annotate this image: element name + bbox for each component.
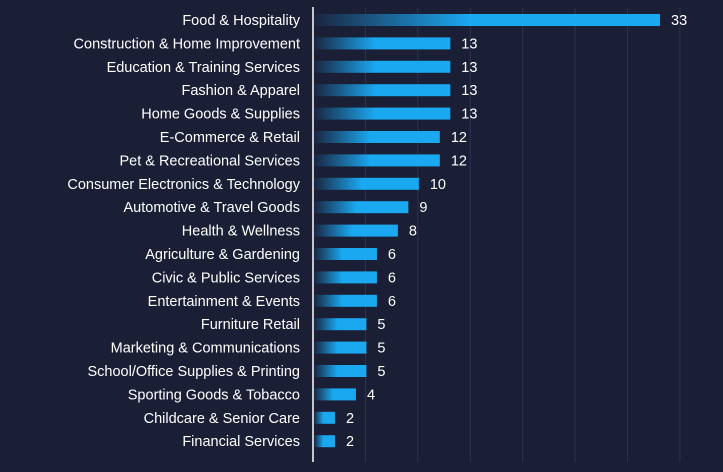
bar <box>314 271 377 284</box>
value-label: 10 <box>430 177 446 193</box>
value-label: 8 <box>409 224 417 240</box>
category-label: Food & Hospitality <box>182 13 300 29</box>
bar <box>314 131 440 143</box>
bar <box>314 154 440 167</box>
category-label: Childcare & Senior Care <box>144 411 300 427</box>
category-label: Marketing & Communications <box>111 341 300 357</box>
category-label: Agriculture & Gardening <box>145 247 300 263</box>
bar <box>314 388 356 401</box>
value-label: 6 <box>388 247 396 263</box>
value-label: 6 <box>388 270 396 286</box>
label-layer: Food & Hospitality 33 Construction & Home … <box>67 13 687 450</box>
value-label: 5 <box>377 364 385 380</box>
value-label: 2 <box>346 411 354 427</box>
value-label: 6 <box>388 294 396 310</box>
bar <box>314 341 367 354</box>
category-label: Construction & Home Improvement <box>74 36 300 52</box>
category-label: Civic & Public Services <box>152 270 300 286</box>
value-label: 4 <box>367 387 375 403</box>
category-label: Health & Wellness <box>182 224 300 240</box>
value-label: 5 <box>377 317 385 333</box>
category-label: Pet & Recreational Services <box>119 153 300 169</box>
category-label: Fashion & Apparel <box>182 83 301 99</box>
bar-layer <box>314 14 660 448</box>
bar <box>314 318 367 331</box>
value-label: 9 <box>419 200 427 216</box>
category-label: Financial Services <box>182 434 300 450</box>
value-label: 13 <box>461 83 477 99</box>
grid-layer <box>364 8 681 462</box>
bar <box>314 201 409 214</box>
category-label: School/Office Supplies & Printing <box>87 364 300 380</box>
bar <box>314 411 335 424</box>
bar <box>314 177 419 190</box>
value-label: 13 <box>461 36 477 52</box>
bar <box>314 14 660 26</box>
bar <box>314 84 451 97</box>
bar <box>314 294 377 307</box>
value-label: 33 <box>671 13 687 29</box>
category-label: E-Commerce & Retail <box>160 130 300 146</box>
bar <box>314 37 451 50</box>
bar <box>314 435 335 448</box>
category-label: Furniture Retail <box>201 317 300 333</box>
bar <box>314 365 367 377</box>
category-label: Education & Training Services <box>107 60 300 76</box>
value-label: 5 <box>377 341 385 357</box>
category-label: Entertainment & Events <box>148 294 300 310</box>
value-label: 2 <box>346 434 354 450</box>
value-label: 13 <box>461 60 477 76</box>
bar <box>314 248 377 260</box>
category-label: Home Goods & Supplies <box>141 107 300 123</box>
bar <box>314 60 451 73</box>
value-label: 12 <box>451 153 467 169</box>
bar <box>314 224 398 237</box>
category-label: Sporting Goods & Tobacco <box>128 387 300 403</box>
category-label: Consumer Electronics & Technology <box>67 177 300 193</box>
bar <box>314 107 451 120</box>
category-label: Automotive & Travel Goods <box>124 200 301 216</box>
value-label: 12 <box>451 130 467 146</box>
value-label: 13 <box>461 107 477 123</box>
